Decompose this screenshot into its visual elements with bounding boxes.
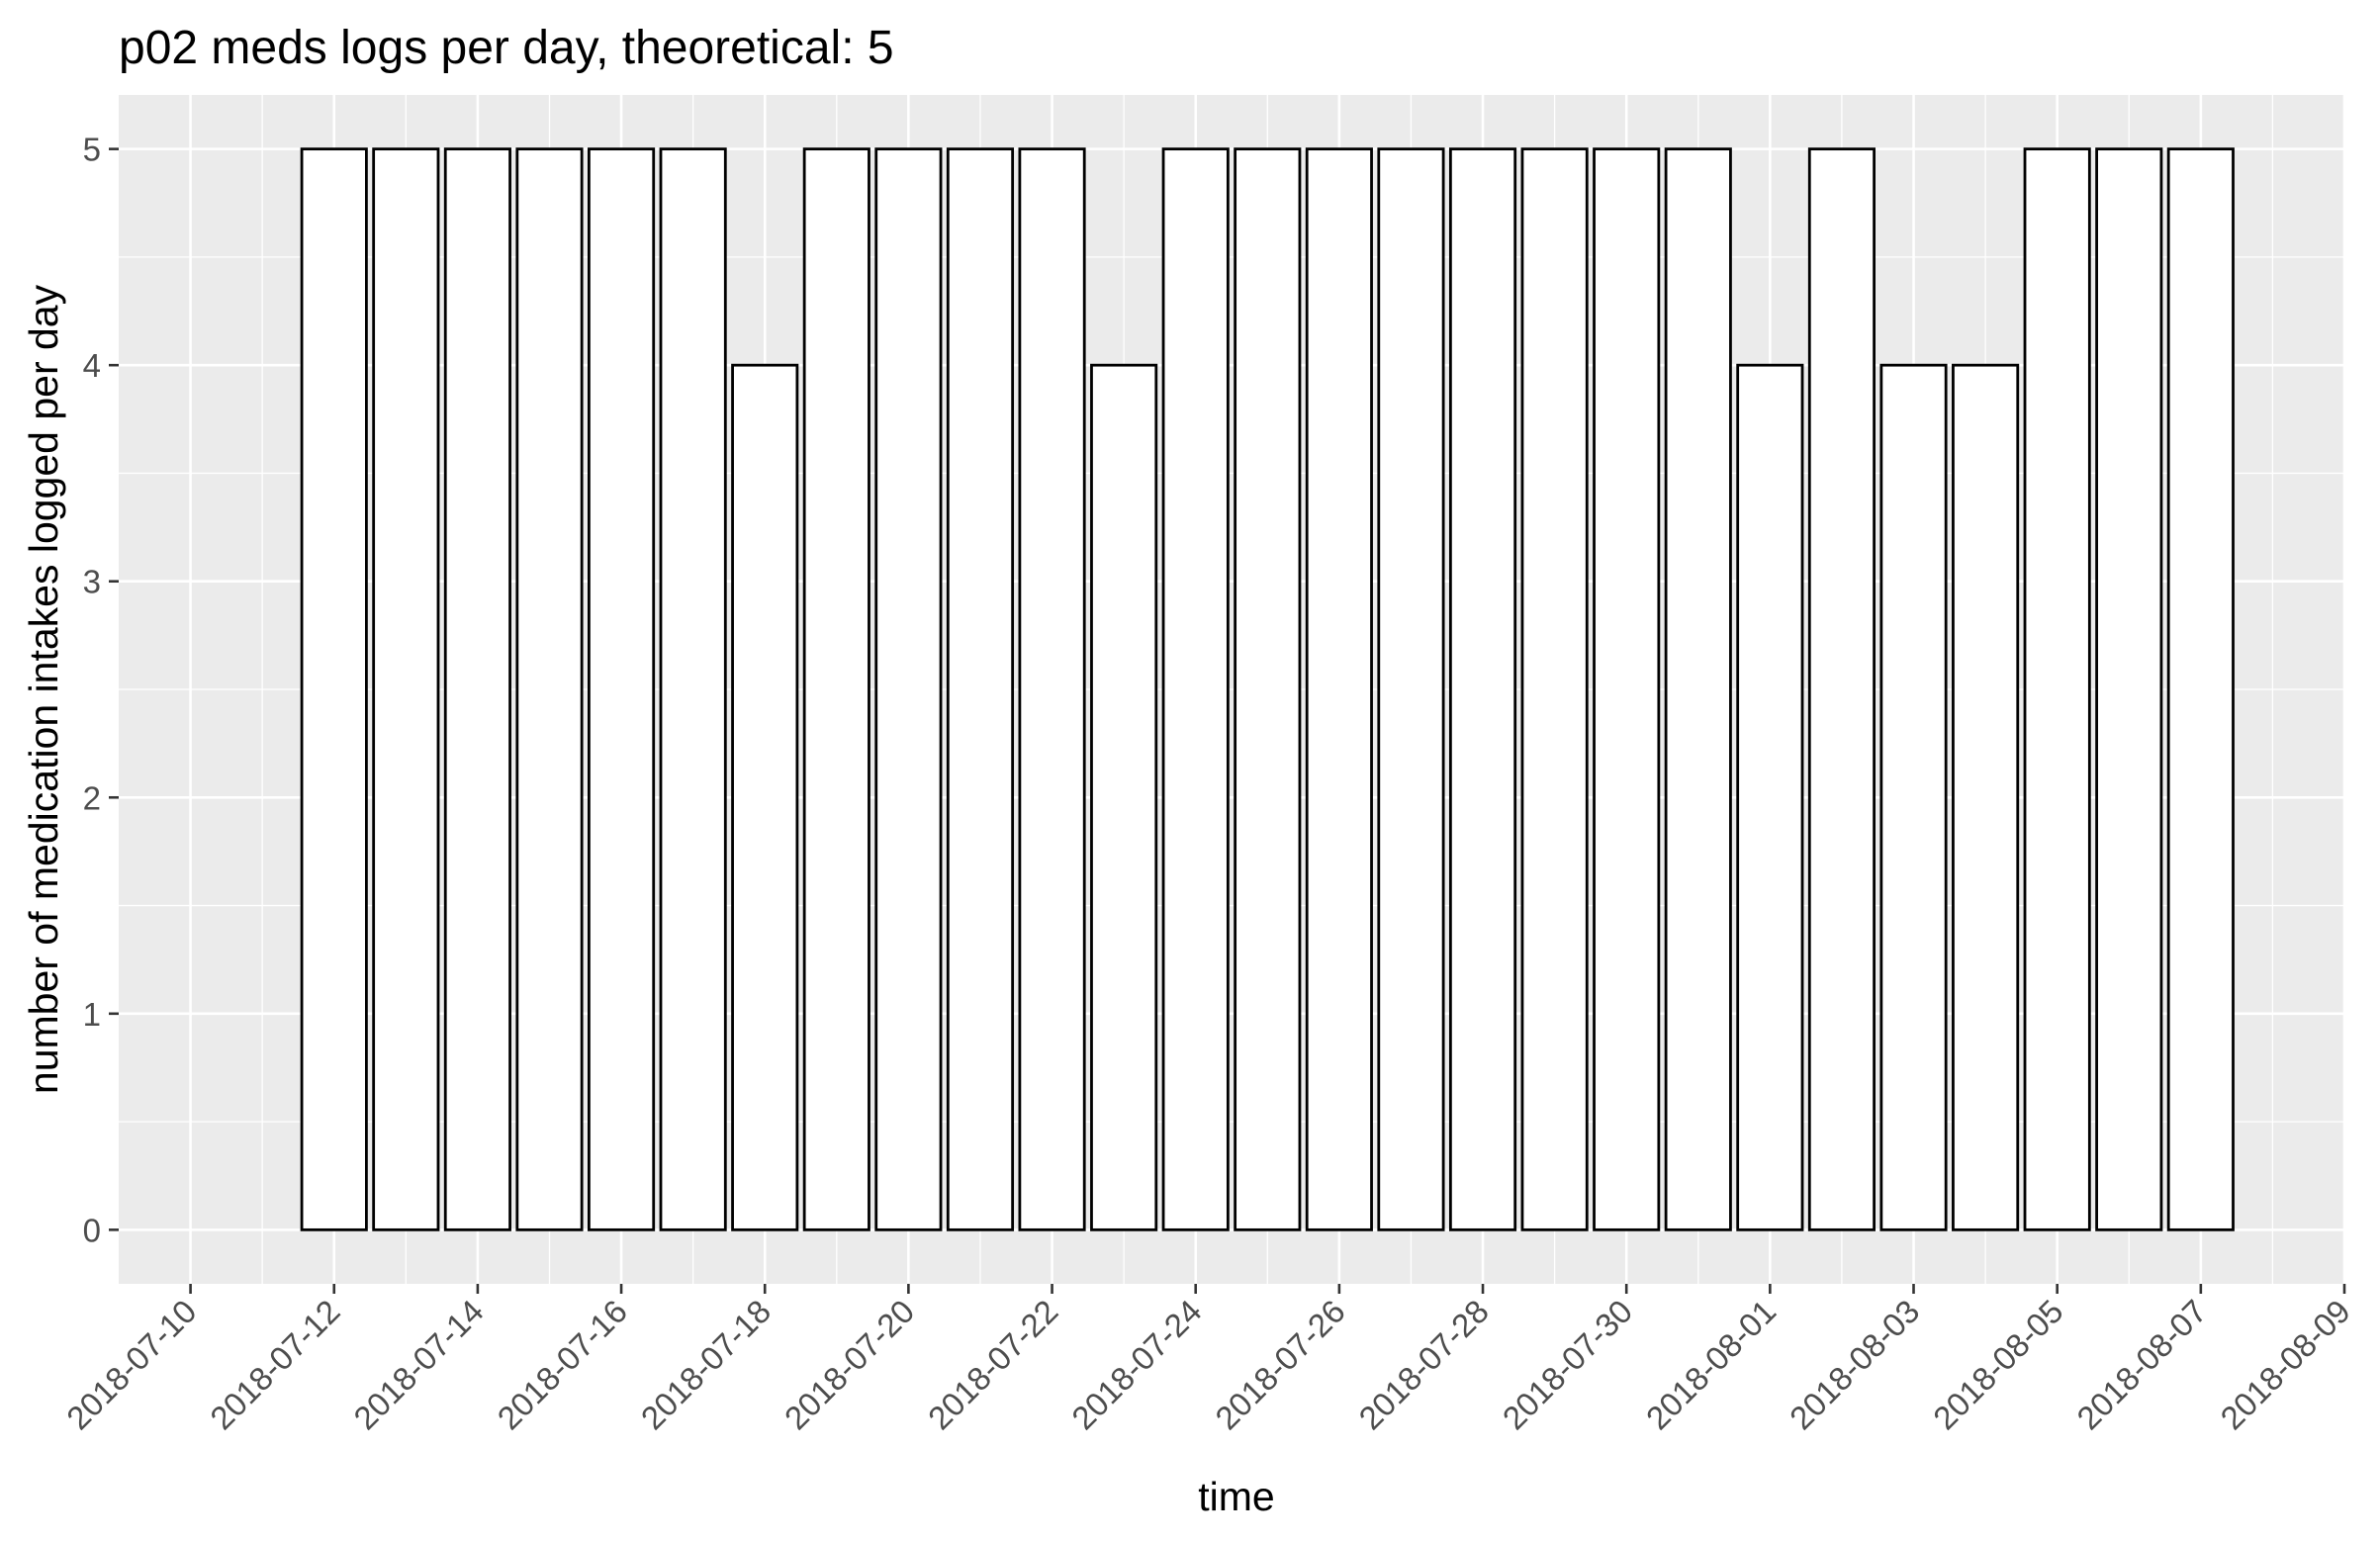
bar-2018-07-20 [874,147,943,1231]
x-tick-label: 2018-08-07 [2069,1293,2214,1437]
bar-2018-07-28 [1448,147,1517,1231]
x-tick-label: 2018-08-09 [2213,1293,2357,1437]
x-tick-label: 2018-07-22 [921,1293,1065,1437]
y-axis-ticks: 0 1 2 3 4 5 [83,132,119,1248]
x-tick-label: 2018-07-10 [59,1293,204,1437]
bar-2018-07-22 [1018,147,1086,1231]
y-tick-label: 4 [83,347,101,384]
bar-2018-08-03 [1879,363,1948,1231]
bar-2018-08-02 [1807,147,1876,1231]
x-tick-label: 2018-08-01 [1639,1293,1784,1437]
bar-2018-07-16 [588,147,656,1231]
bars [300,147,2235,1231]
bar-2018-08-01 [1736,363,1804,1231]
x-tick-label: 2018-07-28 [1351,1293,1496,1437]
bar-2018-07-25 [1234,147,1302,1231]
chart-title: p02 meds logs per day, theoretical: 5 [119,22,894,74]
x-tick-label: 2018-07-26 [1208,1293,1352,1437]
bar-2018-07-23 [1090,363,1158,1231]
x-tick-label: 2018-07-14 [346,1293,491,1437]
bar-2018-07-17 [659,147,727,1231]
bar-2018-07-27 [1377,147,1445,1231]
y-tick-label: 3 [83,564,101,600]
bar-2018-07-21 [946,147,1015,1231]
x-axis-title: time [1198,1474,1274,1519]
bar-2018-07-18 [731,363,799,1231]
x-tick-label: 2018-08-05 [1926,1293,2070,1437]
x-tick-label: 2018-07-12 [203,1293,347,1437]
bar-2018-07-14 [443,147,511,1231]
x-tick-label: 2018-07-18 [634,1293,778,1437]
y-tick-label: 5 [83,132,101,168]
bar-2018-08-05 [2023,147,2091,1231]
bar-2018-07-19 [802,147,870,1231]
y-tick-label: 1 [83,996,101,1033]
bar-2018-07-12 [300,147,368,1231]
bar-2018-07-13 [372,147,440,1231]
x-axis-ticks: 2018-07-10 2018-07-12 2018-07-14 2018-07-16… [59,1284,2357,1436]
x-tick-label: 2018-07-16 [490,1293,634,1437]
x-tick-label: 2018-08-03 [1783,1293,1927,1437]
y-tick-label: 0 [83,1212,101,1248]
bar-2018-07-30 [1593,147,1661,1231]
bar-2018-07-31 [1664,147,1732,1231]
y-tick-label: 2 [83,779,101,816]
x-tick-label: 2018-07-30 [1496,1293,1640,1437]
bar-2018-07-26 [1305,147,1373,1231]
bar-2018-08-04 [1952,363,2020,1231]
bar-2018-07-15 [515,147,584,1231]
bar-2018-07-24 [1161,147,1230,1231]
x-tick-label: 2018-07-24 [1064,1293,1209,1437]
bar-2018-08-07 [2166,147,2235,1231]
bar-2018-08-06 [2095,147,2163,1231]
y-axis-title: number of medication intakes logged per … [21,284,66,1094]
bar-2018-07-29 [1520,147,1589,1231]
x-tick-label: 2018-07-20 [778,1293,922,1437]
